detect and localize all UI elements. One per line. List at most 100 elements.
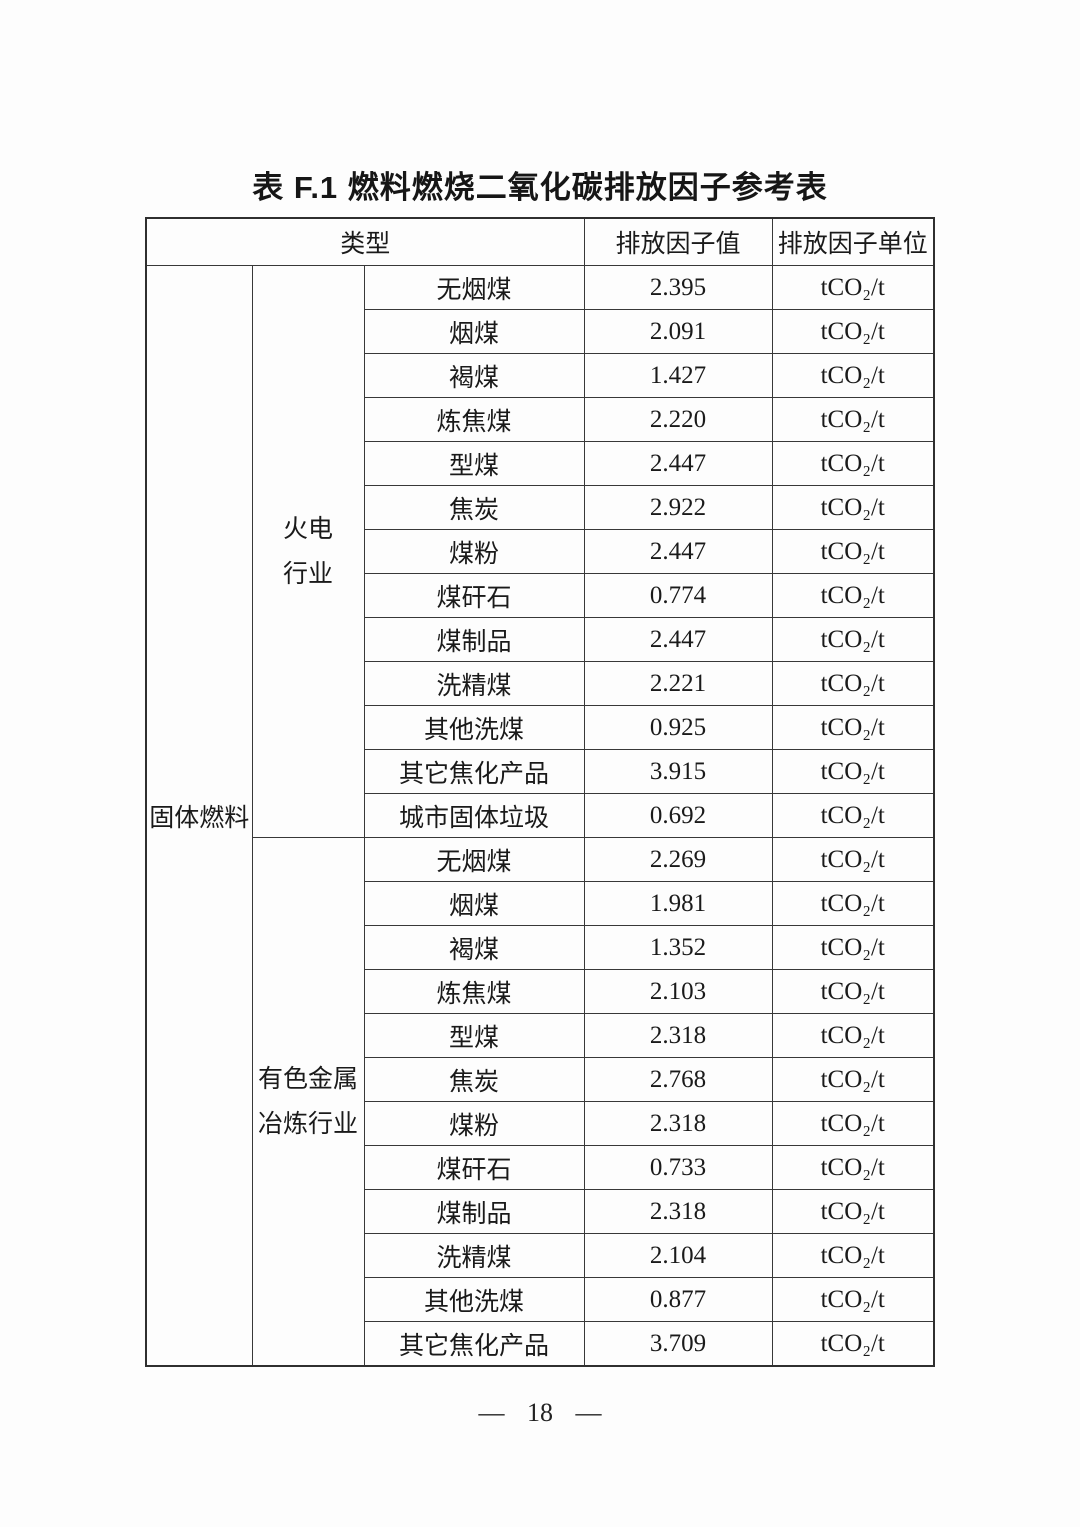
table-row: 有色金属 冶炼行业 无烟煤 2.269 tCO₂/t	[146, 837, 935, 1367]
fuel-name-cell: 煤粉	[363, 529, 585, 574]
factor-value-cell: 1.427	[583, 353, 773, 398]
factor-unit-cell: tCO₂/t	[771, 837, 935, 882]
factor-value-cell: 2.318	[583, 1189, 773, 1234]
table-row: 煤制品 2.447 tCO₂/t	[146, 617, 935, 662]
table-row: 煤矸石 0.733 tCO₂/t	[146, 1145, 935, 1190]
factor-unit-cell: tCO₂/t	[771, 1189, 935, 1234]
factor-value-cell: 2.221	[583, 661, 773, 706]
table-row: 固体燃料 火电 行业 无烟煤 2.395 tCO₂/t	[145, 265, 935, 1367]
factor-unit-cell: tCO₂/t	[771, 441, 935, 486]
factor-unit-cell: tCO₂/t	[771, 1057, 935, 1102]
fuel-name-cell: 焦炭	[363, 1057, 585, 1102]
table-row: 洗精煤 2.104 tCO₂/t	[146, 1233, 935, 1278]
fuel-name-cell: 煤粉	[363, 1101, 585, 1146]
fuel-name-cell: 烟煤	[363, 881, 585, 926]
category-cell: 固体燃料	[145, 265, 253, 1367]
factor-unit-cell: tCO₂/t	[771, 705, 935, 750]
fuel-name-cell: 褐煤	[363, 925, 585, 970]
table-row: 焦炭 2.922 tCO₂/t	[146, 485, 935, 530]
factor-unit-cell: tCO₂/t	[771, 881, 935, 926]
fuel-name-cell: 城市固体垃圾	[363, 793, 585, 838]
factor-value-cell: 2.104	[583, 1233, 773, 1278]
fuel-name-cell: 无烟煤	[363, 265, 585, 310]
factor-unit-cell: tCO₂/t	[771, 353, 935, 398]
fuel-name-cell: 其他洗煤	[363, 1277, 585, 1322]
table-row: 型煤 2.447 tCO₂/t	[146, 441, 935, 486]
emission-factor-table: 类型 排放因子值 排放因子单位 固体燃料 火电 行业 无烟煤 2.395 tCO₂/t 烟…	[145, 217, 935, 1367]
factor-value-cell: 0.925	[583, 705, 773, 750]
factor-value-cell: 2.447	[583, 529, 773, 574]
factor-value-cell: 0.692	[583, 793, 773, 838]
table-row: 其它焦化产品 3.915 tCO₂/t	[146, 749, 935, 794]
factor-value-cell: 2.447	[583, 617, 773, 662]
factor-value-cell: 2.922	[583, 485, 773, 530]
fuel-name-cell: 其他洗煤	[363, 705, 585, 750]
factor-unit-cell: tCO₂/t	[771, 397, 935, 442]
factor-unit-cell: tCO₂/t	[771, 661, 935, 706]
factor-value-cell: 2.318	[583, 1013, 773, 1058]
table-row: 煤矸石 0.774 tCO₂/t	[146, 573, 935, 618]
header-type: 类型	[145, 217, 585, 266]
factor-unit-cell: tCO₂/t	[771, 1277, 935, 1322]
table-row: 烟煤 1.981 tCO₂/t	[146, 881, 935, 926]
table-row: 洗精煤 2.221 tCO₂/t	[146, 661, 935, 706]
fuel-name-cell: 炼焦煤	[363, 969, 585, 1014]
table-row: 其他洗煤 0.877 tCO₂/t	[146, 1277, 935, 1322]
fuel-name-cell: 炼焦煤	[363, 397, 585, 442]
table-row: 煤粉 2.447 tCO₂/t	[146, 529, 935, 574]
fuel-name-cell: 其它焦化产品	[363, 749, 585, 794]
factor-unit-cell: tCO₂/t	[771, 265, 935, 310]
table-header-row: 类型 排放因子值 排放因子单位	[145, 217, 935, 266]
factor-value-cell: 2.269	[583, 837, 773, 882]
table-row: 城市固体垃圾 0.692 tCO₂/t	[146, 793, 935, 838]
factor-unit-cell: tCO₂/t	[771, 617, 935, 662]
header-factor-unit: 排放因子单位	[771, 217, 935, 266]
factor-unit-cell: tCO₂/t	[771, 1145, 935, 1190]
factor-unit-cell: tCO₂/t	[771, 925, 935, 970]
factor-unit-cell: tCO₂/t	[771, 309, 935, 354]
factor-unit-cell: tCO₂/t	[771, 793, 935, 838]
fuel-name-cell: 洗精煤	[363, 1233, 585, 1278]
table-row: 其它焦化产品 3.709 tCO₂/t	[146, 1321, 935, 1367]
fuel-name-cell: 其它焦化产品	[363, 1321, 585, 1367]
fuel-name-cell: 褐煤	[363, 353, 585, 398]
fuel-name-cell: 煤矸石	[363, 573, 585, 618]
factor-value-cell: 1.352	[583, 925, 773, 970]
factor-unit-cell: tCO₂/t	[771, 573, 935, 618]
header-factor-value: 排放因子值	[583, 217, 773, 266]
factor-value-cell: 0.733	[583, 1145, 773, 1190]
table-row: 褐煤 1.352 tCO₂/t	[146, 925, 935, 970]
factor-value-cell: 2.447	[583, 441, 773, 486]
factor-unit-cell: tCO₂/t	[771, 969, 935, 1014]
fuel-name-cell: 型煤	[363, 441, 585, 486]
factor-value-cell: 2.768	[583, 1057, 773, 1102]
factor-value-cell: 2.091	[583, 309, 773, 354]
table-row: 型煤 2.318 tCO₂/t	[146, 1013, 935, 1058]
factor-unit-cell: tCO₂/t	[771, 1013, 935, 1058]
fuel-name-cell: 洗精煤	[363, 661, 585, 706]
fuel-name-cell: 无烟煤	[363, 837, 585, 882]
factor-value-cell: 3.915	[583, 749, 773, 794]
page-number: — 18 —	[478, 1398, 602, 1427]
factor-unit-cell: tCO₂/t	[771, 749, 935, 794]
factor-unit-cell: tCO₂/t	[771, 485, 935, 530]
factor-value-cell: 2.220	[583, 397, 773, 442]
factor-value-cell: 2.103	[583, 969, 773, 1014]
fuel-name-cell: 煤矸石	[363, 1145, 585, 1190]
factor-value-cell: 2.395	[583, 265, 773, 310]
factor-value-cell: 0.877	[583, 1277, 773, 1322]
table-title: 表 F.1 燃料燃烧二氧化碳排放因子参考表	[252, 170, 828, 205]
factor-unit-cell: tCO₂/t	[771, 1101, 935, 1146]
fuel-name-cell: 烟煤	[363, 309, 585, 354]
table-row: 煤制品 2.318 tCO₂/t	[146, 1189, 935, 1234]
fuel-name-cell: 型煤	[363, 1013, 585, 1058]
table-row: 烟煤 2.091 tCO₂/t	[146, 309, 935, 354]
factor-value-cell: 0.774	[583, 573, 773, 618]
factor-value-cell: 3.709	[583, 1321, 773, 1367]
table-row: 炼焦煤 2.103 tCO₂/t	[146, 969, 935, 1014]
industry-cell: 有色金属 冶炼行业	[251, 837, 365, 1367]
factor-unit-cell: tCO₂/t	[771, 529, 935, 574]
fuel-name-cell: 煤制品	[363, 617, 585, 662]
factor-unit-cell: tCO₂/t	[771, 1233, 935, 1278]
